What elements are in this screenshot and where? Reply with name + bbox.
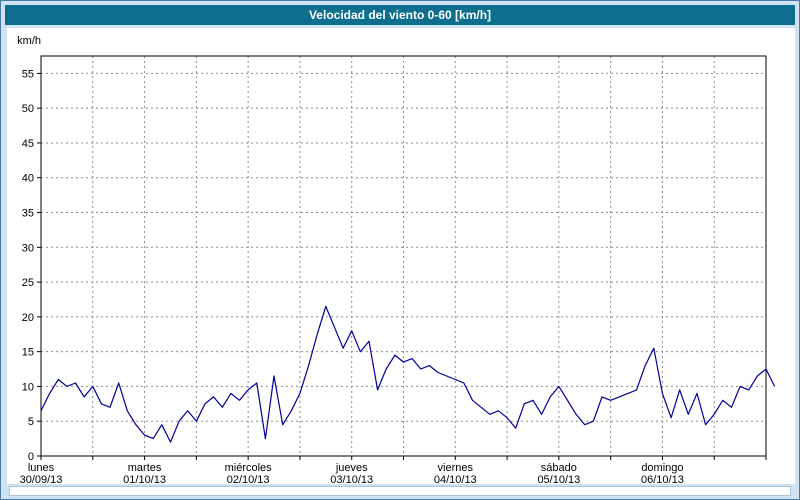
svg-text:30/09/13: 30/09/13 — [20, 474, 63, 484]
svg-text:50: 50 — [22, 103, 34, 115]
gridlines — [41, 56, 766, 456]
svg-text:lunes: lunes — [28, 462, 55, 474]
svg-text:10: 10 — [22, 381, 34, 393]
svg-text:30: 30 — [22, 242, 34, 254]
y-axis-labels: 0 5 10 15 20 25 30 35 40 45 50 55 — [22, 68, 34, 463]
svg-text:viernes: viernes — [438, 462, 474, 474]
svg-text:55: 55 — [22, 68, 34, 80]
svg-text:40: 40 — [22, 173, 34, 185]
axis-ticks — [37, 72, 767, 460]
svg-text:04/10/13: 04/10/13 — [434, 474, 477, 484]
svg-text:15: 15 — [22, 347, 34, 359]
chart-panel: 0 5 10 15 20 25 30 35 40 45 50 55 km/h lunes 30/09/13 m… — [7, 28, 795, 484]
svg-text:20: 20 — [22, 312, 34, 324]
svg-text:03/10/13: 03/10/13 — [330, 474, 373, 484]
svg-text:05/10/13: 05/10/13 — [537, 474, 580, 484]
svg-text:martes: martes — [128, 462, 162, 474]
svg-text:06/10/13: 06/10/13 — [641, 474, 684, 484]
svg-text:sábado: sábado — [541, 462, 577, 474]
svg-text:35: 35 — [22, 208, 34, 220]
svg-text:domingo: domingo — [641, 462, 683, 474]
window-title-bar: Velocidad del viento 0-60 [km/h] — [5, 5, 795, 25]
wind-speed-line — [40, 305, 776, 443]
svg-text:01/10/13: 01/10/13 — [123, 474, 166, 484]
svg-text:jueves: jueves — [335, 462, 368, 474]
y-axis-unit: km/h — [17, 35, 41, 47]
horizontal-scrollbar[interactable] — [9, 486, 791, 496]
chart-title: Velocidad del viento 0-60 [km/h] — [308, 8, 492, 22]
svg-text:miércoles: miércoles — [225, 462, 273, 474]
svg-text:5: 5 — [28, 416, 34, 428]
svg-text:02/10/13: 02/10/13 — [227, 474, 270, 484]
svg-text:0: 0 — [28, 451, 34, 463]
svg-text:25: 25 — [22, 277, 34, 289]
svg-text:45: 45 — [22, 138, 34, 150]
